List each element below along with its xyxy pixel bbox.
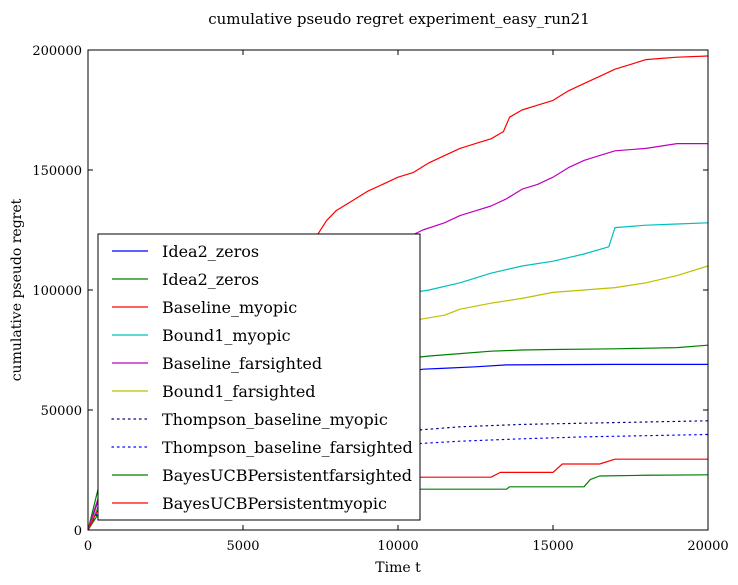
y-tick-label: 200000 [32,44,82,59]
legend-label: Bound1_myopic [162,326,291,345]
y-axis-label: cumulative pseudo regret [9,198,25,381]
x-tick-label: 15000 [532,539,573,554]
ticks-layer: 0 5000 10000 15000 2000005000010000015000020… [32,44,728,554]
legend: Idea2_zeros Idea2_zeros Baseline_myopic Bou… [97,233,421,521]
legend-label: BayesUCBPersistentmyopic [162,494,387,513]
legend-label: Bound1_farsighted [162,382,316,401]
legend-label: Baseline_myopic [162,298,297,317]
x-tick-label: 0 [84,539,92,554]
legend-box [97,233,421,521]
x-tick-label: 10000 [377,539,418,554]
x-tick-label: 20000 [687,539,728,554]
y-tick-label: 0 [74,524,82,539]
legend-entries: Idea2_zeros Idea2_zeros Baseline_myopic Bou… [111,242,413,513]
legend-label: Idea2_zeros [162,270,259,289]
legend-label: Thompson_baseline_farsighted [162,438,413,457]
y-tick-label: 150000 [32,164,82,179]
legend-label: Idea2_zeros [162,242,259,261]
legend-label: Thompson_baseline_myopic [162,410,388,429]
legend-label: Baseline_farsighted [162,354,322,373]
chart-title: cumulative pseudo regret experiment_easy… [208,10,590,28]
x-axis-label: Time t [375,560,421,576]
x-tick-label: 5000 [226,539,259,554]
y-tick-label: 100000 [32,284,82,299]
y-tick-label: 50000 [41,404,82,419]
legend-label: BayesUCBPersistentfarsighted [162,466,412,485]
